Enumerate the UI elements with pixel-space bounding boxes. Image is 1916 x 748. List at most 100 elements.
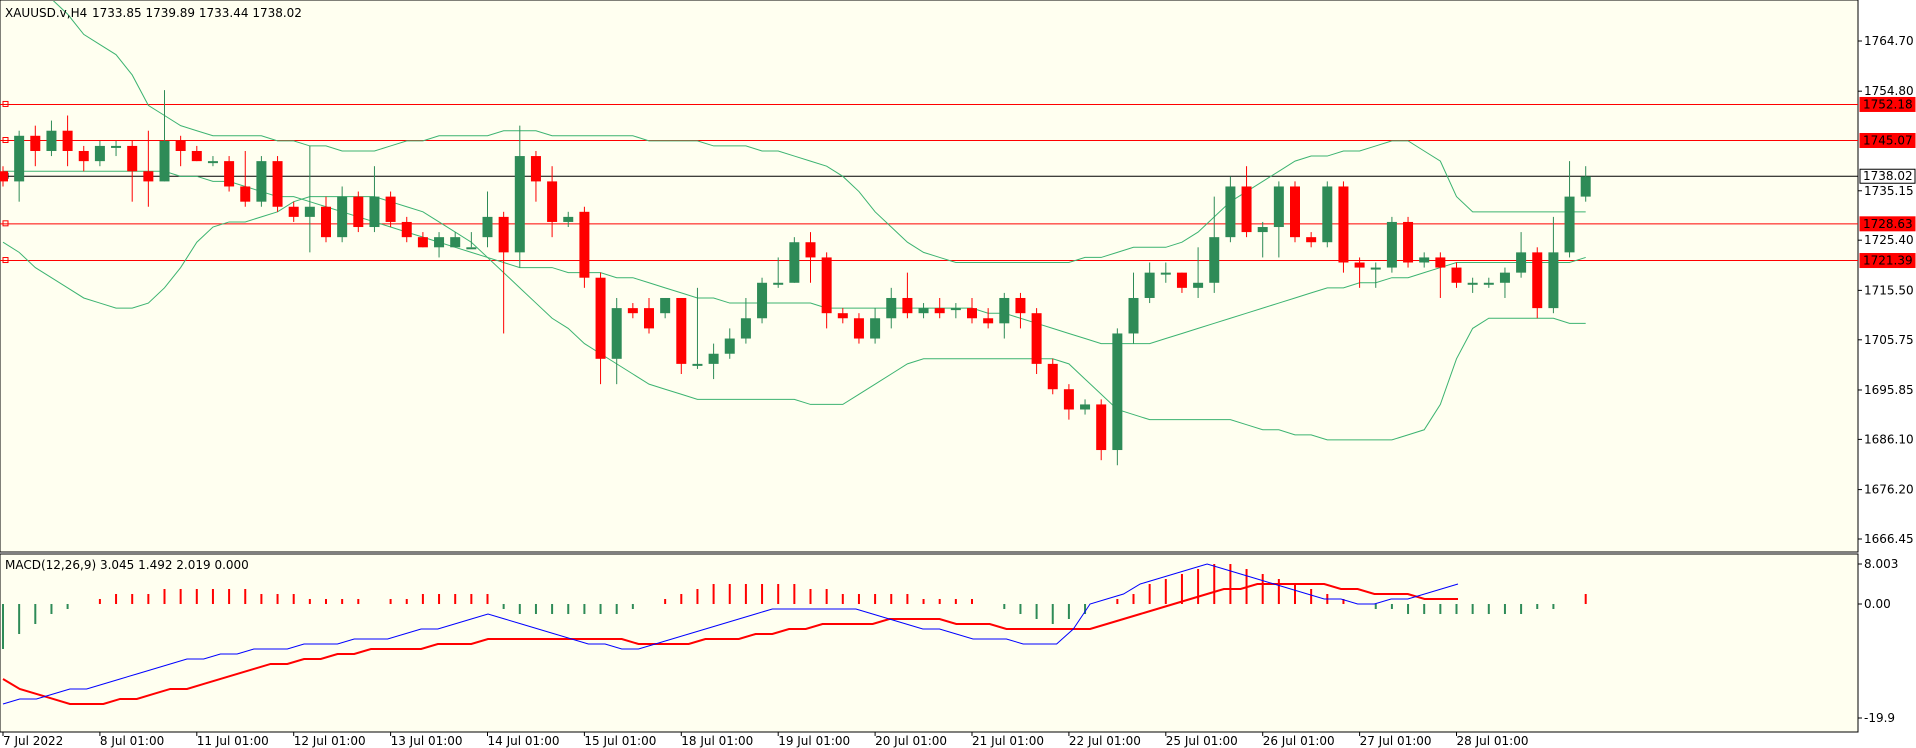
candle-body (1241, 186, 1252, 233)
candle-body (175, 140, 186, 151)
candle-body (967, 308, 977, 319)
candle-body (1031, 313, 1042, 364)
time-tick-label: 27 Jul 01:00 (1360, 734, 1432, 748)
bollinger-upper (52, 1, 1586, 264)
candle-body (514, 156, 525, 253)
price-axis[interactable]: 1764.70 1754.80 1735.15 1725.40 1715.50 1705.… (1858, 34, 1914, 546)
candle-body (143, 171, 154, 182)
time-tick-label: 20 Jul 01:00 (875, 734, 947, 748)
candle-body (353, 196, 364, 228)
candle-body (805, 242, 816, 258)
candle-body (708, 353, 719, 364)
macd-tick-label: 8.003 (1864, 557, 1898, 571)
candle-body (1338, 186, 1349, 263)
candle-body (1499, 272, 1510, 283)
macd-axis: 8.003 0.00 -19.9 (1858, 557, 1898, 725)
candle-body (837, 313, 848, 319)
candle-body (563, 216, 574, 222)
candle-body (1580, 176, 1591, 197)
bollinger-bands (2, 1, 1586, 441)
time-tick-label: 22 Jul 01:00 (1069, 734, 1141, 748)
level-handle (2, 257, 9, 264)
level-handle (2, 220, 9, 227)
candle-body (870, 318, 881, 339)
macd-panel[interactable] (0, 553, 1859, 733)
price-tick-label: 1686.10 (1864, 432, 1914, 446)
candle-body (46, 130, 57, 151)
price-tick-label: 1705.75 (1864, 333, 1914, 347)
level-tag-box (1859, 168, 1916, 184)
level-tag-box (1859, 216, 1916, 232)
bollinger-middle (3, 170, 1586, 345)
candle-body (1257, 227, 1268, 233)
macd-tick-label: -19.9 (1864, 711, 1895, 725)
time-tick-label: 13 Jul 01:00 (391, 734, 463, 748)
candle-body (191, 150, 202, 162)
candle-body (724, 338, 735, 354)
level-tag: 1745.07 (1863, 133, 1913, 147)
candle-body (1176, 272, 1187, 288)
candle-body (498, 216, 509, 253)
candle-body (579, 211, 590, 278)
candle-body (304, 206, 315, 217)
time-tick-label: 12 Jul 01:00 (294, 734, 366, 748)
candle-body (337, 196, 348, 238)
symbol-label: XAUUSD.v,H4 (5, 6, 87, 20)
candle-body (1354, 262, 1365, 268)
time-tick-label: 21 Jul 01:00 (972, 734, 1044, 748)
main-chart-panel[interactable] (0, 0, 1859, 553)
candle-body (644, 308, 654, 329)
price-tick-label: 1666.45 (1864, 532, 1914, 546)
candle-body (1128, 297, 1139, 334)
candle-body (30, 135, 41, 151)
candle-body (466, 247, 477, 250)
candle-body (288, 206, 299, 217)
candle-body (1144, 272, 1155, 298)
candle-body (1435, 257, 1446, 268)
candle-body (530, 156, 541, 182)
candle-body (1483, 282, 1494, 285)
level-tag-box (1859, 253, 1916, 269)
candle-body (482, 216, 493, 238)
candle-body (595, 277, 606, 359)
candle-body (1160, 272, 1171, 275)
candle-body (773, 282, 784, 285)
macd-main-line (2, 563, 1459, 705)
candle-body (547, 181, 558, 222)
candle-body (417, 237, 428, 248)
level-tag-box (1859, 132, 1916, 148)
candle-body (1564, 196, 1575, 253)
price-tick-label: 1764.70 (1864, 34, 1914, 48)
level-price-tags: 1752.18 1745.07 1738.02 1728.63 1721.39 (1859, 96, 1916, 269)
candle-body (1193, 282, 1204, 288)
price-tick-label: 1754.80 (1864, 84, 1914, 98)
candle-body (224, 161, 235, 187)
candle-body (62, 130, 73, 151)
candle-body (1225, 186, 1236, 238)
candle-body (1451, 267, 1462, 283)
candle-body (369, 196, 380, 228)
candle-body (740, 318, 751, 339)
macd-label: MACD(12,26,9) 3.045 1.492 2.019 0.000 (5, 558, 249, 572)
candle-body (934, 308, 945, 314)
candle-body (401, 221, 412, 238)
candle-body (240, 186, 251, 202)
level-tag: 1738.02 (1863, 169, 1913, 183)
candle-body (950, 308, 961, 311)
candle-body (434, 237, 445, 248)
time-tick-label: 26 Jul 01:00 (1263, 734, 1335, 748)
candle-body (757, 282, 768, 319)
macd-indicator (2, 563, 1587, 705)
level-handle (2, 136, 9, 143)
time-axis[interactable]: 7 Jul 2022 8 Jul 01:00 11 Jul 01:00 12 Jul … (2, 732, 1528, 748)
time-tick-label: 15 Jul 01:00 (584, 734, 656, 748)
candle-body (1047, 363, 1058, 390)
candle-body (1290, 186, 1300, 238)
candle-body (1386, 221, 1397, 268)
candle-body (14, 135, 25, 182)
time-tick-label: 25 Jul 01:00 (1166, 734, 1238, 748)
candle-body (983, 318, 994, 324)
candlesticks (0, 90, 1591, 466)
candle-body (256, 161, 267, 202)
